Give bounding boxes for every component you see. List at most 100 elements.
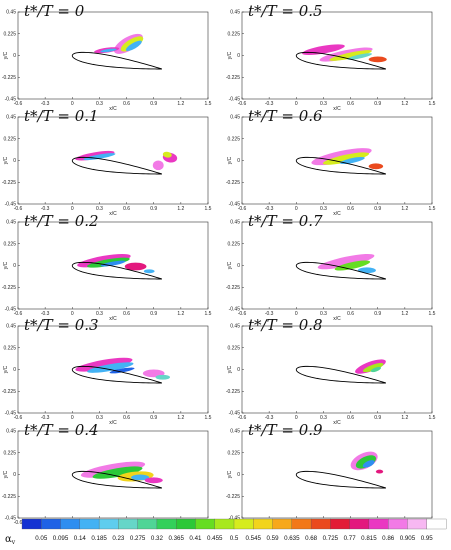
hydrofoil-outline [71, 261, 163, 280]
cavity-region [144, 477, 163, 484]
plot-area [295, 451, 387, 489]
x-tick-label: 0.3 [96, 101, 103, 107]
cavity-region [368, 163, 384, 170]
x-tick-label: 0 [295, 415, 298, 421]
cavity-region [124, 262, 147, 271]
y-tick-label: -0.225 [226, 180, 240, 186]
panel-6: t*/T = 0.3 -0.6 -0.3 0 0.3 0.6 0.9 1.2 1.5 0.45 0.… [2, 316, 212, 426]
plot-area [71, 150, 178, 175]
x-tick-label: 0.3 [320, 311, 327, 317]
x-tick-label: 1.2 [401, 311, 408, 317]
y-tick-label: -0.45 [5, 307, 17, 313]
y-tick-label: -0.225 [2, 494, 16, 500]
cavity-region [347, 53, 373, 60]
x-tick-label: 1.2 [177, 311, 184, 317]
x-tick-label: 0.3 [96, 206, 103, 212]
cavity-region [109, 367, 135, 374]
y-tick-label: -0.45 [229, 97, 241, 103]
colorbar-swatch [214, 518, 235, 530]
colorbar-swatch [426, 518, 447, 530]
x-tick-label: 1.2 [401, 206, 408, 212]
x-axis-label: x/C [333, 106, 341, 112]
x-tick-label: 0.6 [123, 101, 130, 107]
plot-frame [17, 116, 209, 205]
colorbar-level-label: 0.32 [151, 535, 164, 542]
x-tick-label: 1.5 [205, 415, 212, 421]
colorbar-swatch [98, 518, 119, 530]
colorbar-swatch [41, 518, 61, 530]
y-tick-label: -0.225 [226, 285, 240, 291]
colorbar-swatch [233, 518, 254, 530]
y-tick-label: 0.45 [230, 220, 240, 226]
cavity-region [75, 357, 133, 372]
x-tick-label: 0.3 [96, 415, 103, 421]
panel-0: t*/T = 0 -0.6 -0.3 0 0.3 0.6 0.9 1.2 1.5 0.45 0.22… [2, 2, 212, 112]
x-tick-label: -0.6 [14, 311, 23, 317]
colorbar-subscript: v [11, 539, 16, 546]
y-tick-label: 0.225 [3, 345, 16, 351]
x-axis-label: x/C [109, 316, 117, 322]
colorbar-swatch [388, 518, 408, 530]
cavity-region [131, 474, 150, 481]
x-tick-label: 1.2 [401, 101, 408, 107]
colorbar-level-label: 0.725 [323, 535, 339, 542]
y-tick-label: -0.45 [229, 411, 241, 417]
plot-area [71, 357, 170, 384]
colorbar-level-label: 0.455 [207, 535, 223, 542]
panel-title: t*/T = 0.5 [248, 2, 323, 20]
y-tick-label: -0.45 [229, 307, 241, 313]
y-tick-label: 0.45 [6, 10, 16, 16]
cavity-region [87, 362, 134, 373]
colorbar-swatch [272, 518, 293, 530]
y-tick-label: 0.225 [227, 241, 240, 247]
x-tick-label: -0.6 [14, 415, 23, 421]
x-tick-label: 1.2 [177, 101, 184, 107]
x-tick-label: -0.3 [265, 206, 274, 212]
y-axis-label: y/C [227, 365, 233, 373]
y-axis-label: y/C [3, 261, 9, 269]
x-tick-label: 0.6 [347, 415, 354, 421]
colorbar-level-label: 0.77 [344, 535, 357, 542]
panel-8: t*/T = 0.4-0.6-0.300.30.60.91.21.50.450.… [2, 421, 212, 531]
x-tick-label: 0.3 [320, 415, 327, 421]
colorbar-level-label: 0.23 [112, 535, 125, 542]
cavity-region [92, 466, 143, 479]
colorbar-level-label: 0.095 [53, 535, 69, 542]
y-tick-label: 0.45 [230, 429, 240, 435]
y-tick-label: -0.225 [226, 494, 240, 500]
plot-area [295, 359, 387, 384]
colorbar-level-label: 0.905 [400, 535, 416, 542]
y-axis-label: y/C [227, 156, 233, 164]
y-tick-label: 0.225 [227, 136, 240, 142]
y-tick-label: 0 [237, 472, 240, 478]
colorbar-level-label: 0.14 [74, 535, 87, 542]
cavity-region [355, 455, 377, 469]
cavity-region [357, 267, 376, 274]
y-axis-label: y/C [3, 470, 9, 478]
colorbar-swatches [21, 518, 447, 530]
cavity-region [100, 48, 117, 53]
y-tick-label: 0.45 [6, 324, 16, 330]
x-tick-label: 1.2 [177, 415, 184, 421]
cavity-region [370, 366, 382, 373]
x-tick-label: -0.3 [265, 101, 274, 107]
y-tick-label: 0.45 [6, 220, 16, 226]
y-tick-label: 0 [13, 53, 16, 59]
y-axis-label: y/C [3, 51, 9, 59]
x-tick-label: 0.9 [150, 206, 157, 212]
y-tick-label: 0.225 [227, 345, 240, 351]
cavity-region [375, 469, 384, 474]
x-tick-label: 1.5 [429, 206, 436, 212]
colorbar-level-label: 0.59 [267, 535, 280, 542]
panel-title: t*/T = 0 [24, 2, 85, 20]
colorbar-level-label: 0.95 [421, 535, 434, 542]
colorbar-symbol: αv [5, 534, 16, 546]
x-tick-label: 0.3 [96, 311, 103, 317]
y-tick-label: 0.45 [230, 324, 240, 330]
cavity-region [125, 40, 142, 52]
cavity-region [339, 156, 365, 165]
y-tick-label: 0 [13, 158, 16, 164]
x-tick-label: -0.3 [41, 206, 50, 212]
cavity-region [162, 151, 172, 158]
cavity-region [362, 362, 384, 373]
